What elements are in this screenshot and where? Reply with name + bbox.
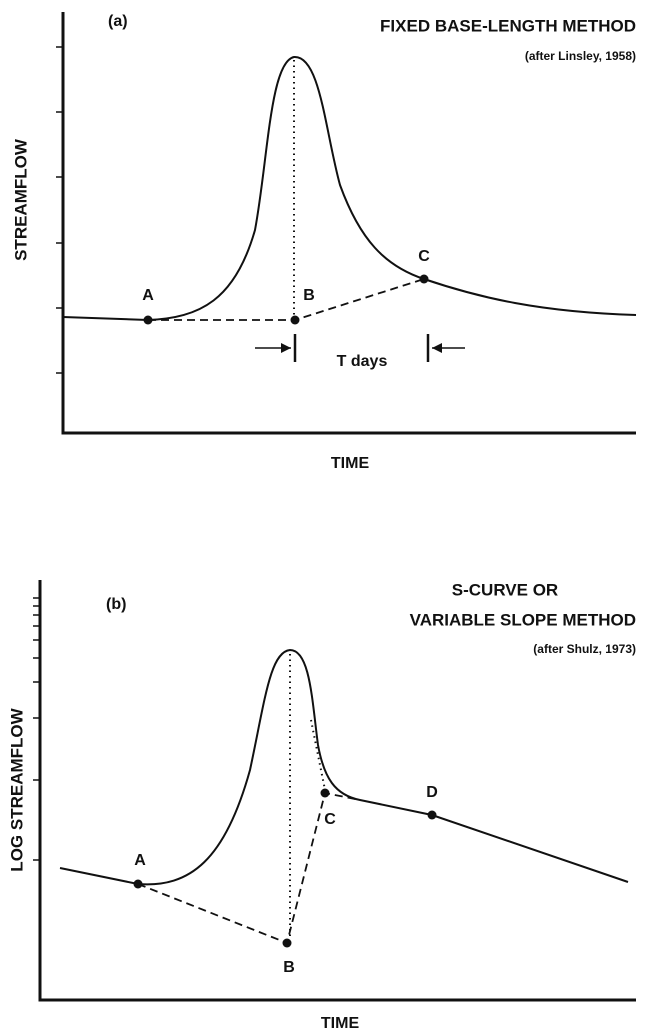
- point-label: A: [142, 287, 154, 304]
- hydrograph: [62, 55, 637, 322]
- citation: (after Shulz, 1973): [533, 642, 636, 656]
- panel-a: T days (a) FIXED BASE-LENGTH METHOD (aft…: [11, 12, 637, 472]
- inflection-line: [310, 719, 326, 791]
- point: [143, 315, 153, 325]
- point-label: D: [426, 784, 438, 801]
- panel-label: (b): [106, 596, 126, 613]
- panel-b: (b) S-CURVE OR VARIABLE SLOPE METHOD (af…: [7, 580, 636, 1032]
- x-axis-label: TIME: [321, 1015, 360, 1032]
- interval-marker: [255, 334, 465, 362]
- interval-label: T days: [337, 353, 388, 370]
- axes: [61, 12, 636, 435]
- hydrograph: [59, 648, 629, 886]
- panel-title: S-CURVE OR: [452, 580, 558, 599]
- y-ticks: [56, 46, 63, 374]
- point-label: C: [418, 248, 430, 265]
- point: [419, 274, 429, 284]
- point: [133, 879, 143, 889]
- point-label: C: [324, 811, 336, 828]
- x-axis-label: TIME: [331, 455, 370, 472]
- point-label: B: [303, 287, 315, 304]
- axes: [38, 580, 636, 1002]
- point: [427, 810, 437, 820]
- panel-title: FIXED BASE-LENGTH METHOD: [380, 16, 636, 35]
- y-axis-label: LOG STREAMFLOW: [7, 707, 26, 871]
- point: [320, 788, 330, 798]
- y-ticks: [33, 597, 40, 861]
- separation-line: [137, 791, 361, 945]
- point: [290, 315, 300, 325]
- citation: (after Linsley, 1958): [525, 49, 636, 63]
- point-label: A: [134, 852, 146, 869]
- point: [282, 938, 292, 948]
- panel-label: (a): [108, 13, 128, 30]
- y-axis-label: STREAMFLOW: [11, 138, 30, 261]
- point-label: B: [283, 959, 295, 976]
- panel-title: VARIABLE SLOPE METHOD: [410, 610, 636, 629]
